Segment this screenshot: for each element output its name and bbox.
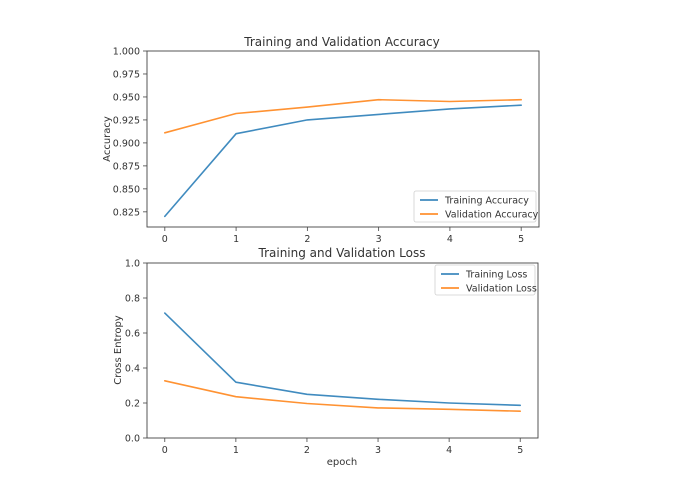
- loss-plot-area: 0 1 2 3 4 5 0.0 0.2 0.4 0.6 0.8 1.0: [125, 259, 539, 456]
- loss-legend-box: [434, 264, 536, 296]
- accuracy-plot-area: 0 1 2 3 4 5 0.825 0.850 0.875 0.900 0.925 0.950 0.97…: [113, 47, 540, 245]
- accuracy-x-tick-label: 5: [518, 234, 524, 245]
- accuracy-y-tick-label: 0.875: [113, 161, 140, 172]
- loss-subplot: Training and Validation Loss Cross Entro…: [113, 246, 539, 468]
- accuracy-y-tick-label: 0.825: [113, 207, 140, 218]
- loss-y-tick-label: 1.0: [125, 259, 140, 270]
- loss-series-validation-loss: [164, 379, 522, 413]
- loss-chart-title: Training and Validation Loss: [258, 246, 426, 260]
- accuracy-x-tick-label: 4: [447, 234, 453, 245]
- accuracy-y-tick-label: 0.975: [113, 69, 140, 80]
- loss-x-tick-label: 0: [162, 445, 168, 456]
- accuracy-series-training-accuracy: [164, 104, 523, 218]
- accuracy-chart-title: Training and Validation Accuracy: [243, 35, 439, 49]
- accuracy-legend-label: Training Accuracy: [444, 196, 529, 207]
- loss-y-tick-label: 0.4: [125, 364, 140, 375]
- loss-x-tick-label: 1: [233, 445, 239, 456]
- accuracy-x-tick-label: 2: [304, 234, 310, 245]
- accuracy-y-tick-label: 0.900: [113, 138, 140, 149]
- loss-x-tick-label: 2: [304, 445, 310, 456]
- loss-y-axis-label: Cross Entropy: [113, 315, 124, 385]
- loss-x-tick-label: 4: [446, 445, 452, 456]
- accuracy-subplot: Training and Validation Accuracy Accurac…: [102, 35, 540, 245]
- loss-axes-frame: [146, 262, 539, 439]
- accuracy-y-tick-label: 0.925: [113, 115, 140, 126]
- accuracy-y-axis-label: Accuracy: [102, 116, 113, 162]
- loss-legend-label: Training Loss: [465, 270, 527, 281]
- loss-y-tick-label: 0.2: [125, 399, 140, 410]
- accuracy-x-tick-label: 1: [233, 234, 239, 245]
- loss-x-tick-label: 3: [375, 445, 381, 456]
- accuracy-y-tick-label: 1.000: [113, 47, 140, 58]
- loss-x-axis-label: epoch: [327, 457, 357, 468]
- loss-series-training-loss: [164, 312, 522, 407]
- accuracy-y-tick-label: 0.850: [113, 184, 140, 195]
- accuracy-x-tick-label: 0: [162, 234, 168, 245]
- accuracy-legend-label: Validation Accuracy: [445, 210, 539, 221]
- loss-legend-label: Validation Loss: [466, 284, 537, 295]
- loss-y-tick-label: 0.8: [125, 294, 140, 305]
- accuracy-x-tick-label: 3: [376, 234, 382, 245]
- accuracy-axes-frame: [146, 50, 540, 228]
- accuracy-y-tick-label: 0.950: [113, 92, 140, 103]
- accuracy-legend: Training Accuracy Validation Accuracy: [413, 190, 539, 223]
- loss-y-tick-label: 0.0: [125, 434, 140, 445]
- loss-y-tick-label: 0.6: [125, 329, 140, 340]
- accuracy-legend-box: [413, 190, 537, 223]
- loss-legend: Training Loss Validation Loss: [434, 264, 537, 296]
- accuracy-series-validation-accuracy: [164, 98, 523, 134]
- loss-x-tick-label: 5: [517, 445, 523, 456]
